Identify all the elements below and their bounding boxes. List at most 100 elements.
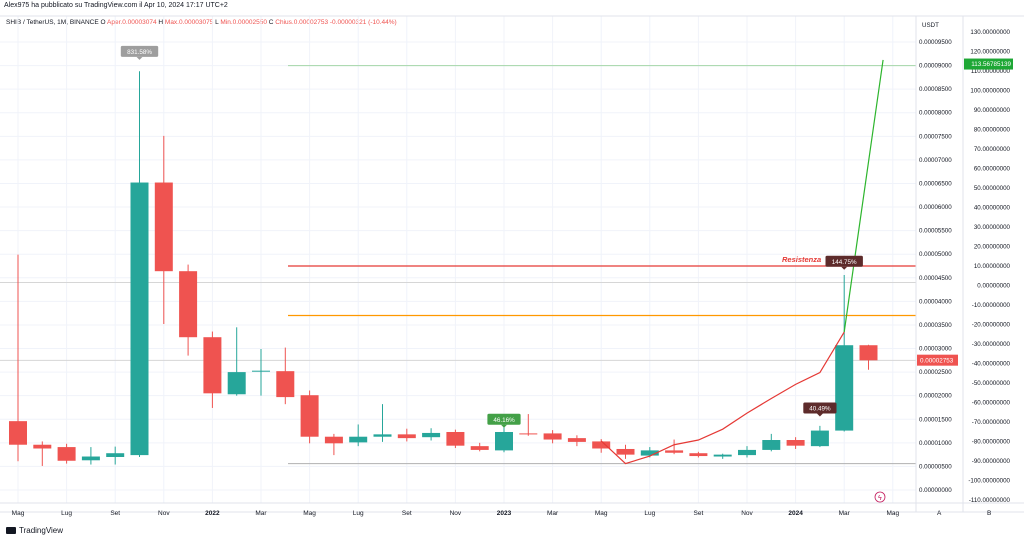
price-tick: 0.00006000	[919, 204, 952, 211]
candle-body	[106, 453, 125, 457]
pct-label-2024-pointer	[816, 413, 823, 417]
candle-body	[252, 370, 270, 372]
time-tick: Nov	[158, 510, 170, 517]
symbol-label[interactable]: SHIB / TetherUS, 1M, BINANCE	[6, 19, 99, 26]
open-label: O	[100, 19, 106, 26]
candle-body	[738, 449, 756, 456]
candle-body	[227, 372, 246, 395]
lightning-icon[interactable]	[874, 491, 886, 503]
candle-body	[446, 431, 465, 446]
pct-tick: -110.00000000	[969, 497, 1011, 504]
ath-label-pointer	[136, 56, 143, 60]
candle-body	[324, 436, 343, 444]
time-tick: Lug	[353, 510, 364, 517]
tradingview-logo-icon	[6, 527, 16, 534]
annotations: 831.58% 46.16% 40.49% 144.75%	[120, 45, 863, 428]
time-tick: Mag	[12, 510, 25, 517]
current-price-badge-bg	[917, 354, 958, 366]
pct-tick: -70.00000000	[972, 419, 1011, 426]
candle-body	[179, 271, 198, 338]
pct-tick: -40.00000000	[972, 361, 1011, 368]
candle-body	[373, 434, 392, 437]
candle-body	[519, 433, 538, 435]
horizontal-lines: Resistenza	[0, 65, 916, 465]
price-tick: 0.00009000	[919, 63, 952, 70]
pct-label-2023: 46.16%	[493, 417, 515, 424]
price-tick: 0.00003000	[919, 346, 952, 353]
ath-label: 831.58%	[127, 49, 152, 56]
price-tick: 0.00008500	[919, 86, 952, 93]
price-tick: 0.00008000	[919, 110, 952, 117]
pct-tick: -60.00000000	[972, 400, 1011, 407]
candle-body	[616, 448, 635, 455]
pct-tick: -30.00000000	[972, 341, 1011, 348]
projection-lines	[600, 59, 884, 465]
red-projection-line	[600, 331, 845, 465]
pct-tick: -20.00000000	[972, 322, 1011, 329]
pct-tick: -50.00000000	[972, 380, 1011, 387]
price-axis[interactable]: 0.00009500 0.00009000 0.00008500 0.00008000…	[919, 39, 952, 494]
pct-tick: 10.00000000	[974, 263, 1011, 270]
current-price-badge: 0.00002753	[920, 357, 954, 364]
price-tick: 0.00009500	[919, 39, 952, 46]
log-scale-button[interactable]: B	[987, 510, 991, 517]
change-value: -0.00000321 (-10.44%)	[329, 19, 397, 26]
high-value: Max.0.00003075	[164, 19, 214, 26]
pct-tick: 130.00000000	[970, 29, 1010, 36]
price-tick: 0.00005000	[919, 251, 952, 258]
candle-body	[592, 441, 611, 449]
time-tick: Set	[694, 510, 704, 517]
lightning-glyph: ϟ	[878, 495, 882, 502]
candles	[9, 71, 878, 466]
tradingview-brand[interactable]: TradingView	[6, 526, 63, 535]
candle-body	[543, 433, 562, 440]
price-tick: 0.00000500	[919, 463, 952, 470]
pct-label-2023-pointer	[501, 424, 507, 428]
pct-tick: -90.00000000	[972, 458, 1011, 465]
axis-badges: 0.00002753 113.56785139	[917, 58, 1013, 366]
candle-body	[762, 440, 781, 450]
candle-body	[567, 438, 586, 442]
candle-body	[203, 337, 222, 394]
candle-body	[33, 444, 52, 449]
candle-body	[154, 182, 173, 272]
pct-label-2024-bg	[803, 402, 837, 414]
price-tick: 0.00001000	[919, 440, 952, 447]
target-badge-bg	[964, 58, 1013, 70]
auto-scale-button[interactable]: A	[937, 510, 942, 517]
time-tick: 2024	[788, 510, 803, 517]
pct-tick: 110.00000000	[971, 68, 1011, 75]
candle-body	[397, 434, 416, 439]
price-tick: 0.00001500	[919, 416, 952, 423]
price-tick: 0.00002000	[919, 393, 952, 400]
time-tick: Mag	[303, 510, 316, 517]
candle-body	[689, 453, 708, 457]
ohlc-legend: SHIB / TetherUS, 1M, BINANCE O Aper.0.00…	[6, 19, 397, 26]
pct-axis[interactable]: 130.00000000 120.00000000 110.00000000 100.…	[968, 29, 1010, 504]
candle-body	[470, 446, 489, 450]
price-tick: 0.00003500	[919, 322, 952, 329]
target-badge: 113.56785139	[971, 61, 1011, 68]
candle-body	[859, 345, 878, 361]
candle-body	[81, 456, 100, 461]
time-tick: Set	[402, 510, 412, 517]
pct-tick: 50.00000000	[974, 185, 1011, 192]
pct-tick: 70.00000000	[974, 146, 1011, 153]
close-label: C	[268, 19, 274, 26]
pct-tick: -80.00000000	[972, 439, 1011, 446]
candle-body	[130, 182, 149, 456]
pct-tick: 120.00000000	[970, 49, 1010, 56]
high-label: H	[158, 19, 164, 26]
price-tick: 0.00007500	[919, 133, 952, 140]
pct-tick: 80.00000000	[974, 127, 1011, 134]
pct-label-resist-bg	[825, 255, 863, 267]
candle-body	[9, 421, 27, 445]
candle-body	[786, 440, 805, 446]
pct-label-2024: 40.49%	[809, 405, 831, 412]
time-axis[interactable]: Mag Lug Set Nov 2022 Mar Mag Lug Set Nov 2023 Mar Ma…	[12, 510, 900, 517]
candle-body	[640, 450, 659, 456]
pct-tick: -100.00000000	[968, 478, 1010, 485]
price-tick: 0.00002500	[919, 369, 952, 376]
pct-tick: 30.00000000	[974, 224, 1011, 231]
